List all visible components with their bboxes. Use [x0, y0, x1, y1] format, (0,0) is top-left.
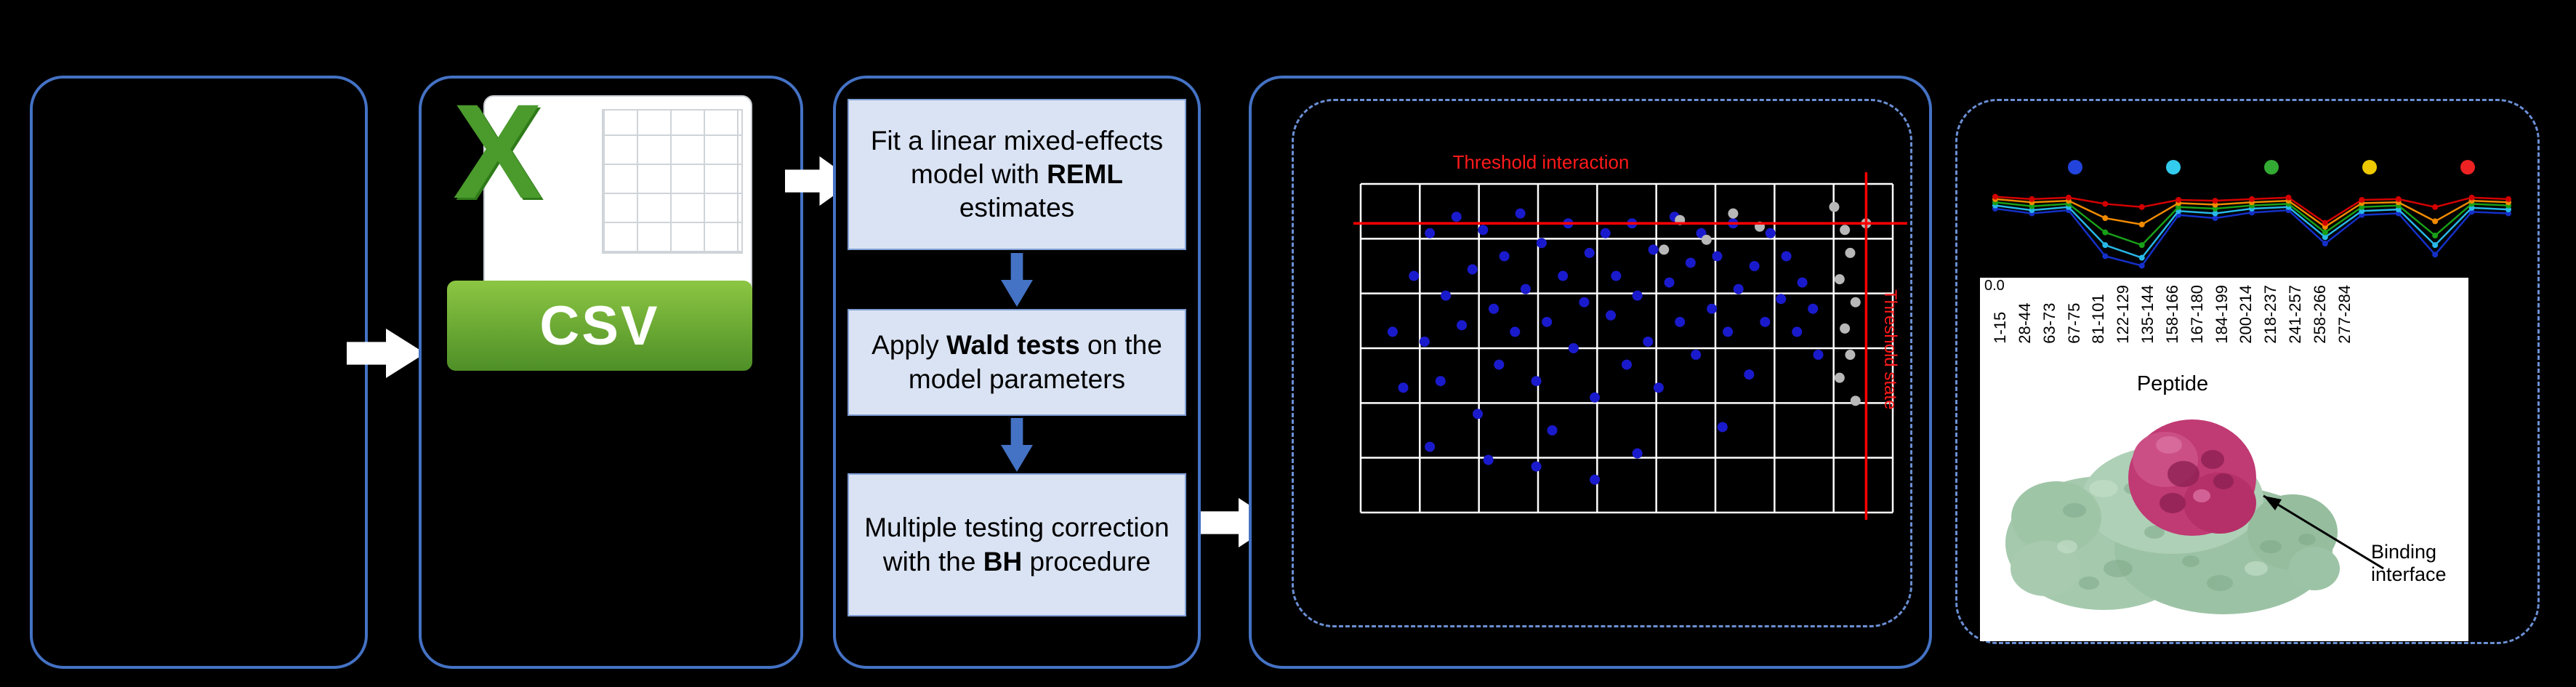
timepoint-dot-icon	[2460, 160, 2475, 174]
uptake-ymin-label: 0.0	[1984, 278, 2005, 294]
uptake-line-chart	[1992, 193, 2511, 269]
interaction-scatter	[1353, 172, 1907, 520]
scatter-threshold-right-label: Threshold state	[1880, 289, 1900, 410]
csv-ribbon: CSV	[447, 281, 752, 371]
peptide-tick-label: 241-257	[2286, 285, 2305, 344]
timepoint-legend	[2068, 160, 2475, 174]
results-dashed-frame	[1292, 99, 1912, 627]
protein-structure	[2005, 419, 2340, 614]
peptide-tick-label: 63-73	[2040, 302, 2058, 344]
step-fit-model: Fit a linear mixed-effects model with RE…	[848, 99, 1186, 250]
peptide-tick-label: 1-15	[1991, 311, 2009, 344]
peptide-tick-label: 277-284	[2335, 285, 2354, 344]
peptide-tick-label: 158-166	[2162, 285, 2181, 344]
scatter-threshold-top-label: Threshold interaction	[1452, 151, 1630, 173]
results-panel	[1249, 76, 1932, 669]
peptide-tick-label: 184-199	[2212, 285, 2231, 344]
peptide-tick-label: 135-144	[2138, 285, 2157, 344]
peptide-tick-row: 1-15 28-44 63-73 67-75 81-101 122-129 135-144 1…	[1991, 285, 2354, 344]
binding-annotation: Binding interface	[2371, 541, 2447, 586]
peptide-tick-label: 122-129	[2114, 285, 2133, 344]
peptide-tick-label: 81-101	[2089, 294, 2108, 344]
peptide-axis-label: Peptide	[2136, 372, 2209, 395]
excel-x-logo: X	[453, 77, 543, 227]
timepoint-dot-icon	[2166, 160, 2181, 174]
timepoint-dot-icon	[2362, 160, 2377, 174]
timepoint-dot-icon	[2264, 160, 2279, 174]
step-wald-tests-label: Apply Wald tests on the model parameters	[872, 330, 1162, 394]
spreadsheet-grid	[602, 108, 744, 254]
peptide-tick-label: 167-180	[2187, 285, 2206, 344]
peptide-dashed-frame	[1955, 99, 2540, 644]
peptide-tick-label: 218-237	[2261, 285, 2280, 344]
input-panel	[30, 76, 368, 669]
step-bh-correction-label: Multiple testing correction with the BH …	[864, 513, 1170, 576]
timepoint-dot-icon	[2068, 160, 2082, 174]
peptide-chart-panel: 0.0 1-15 28-44 63-73 67-75 81-101 122-129 135-…	[1980, 278, 2468, 641]
csv-label: CSV	[539, 294, 660, 357]
peptide-tick-label: 258-266	[2310, 285, 2329, 344]
peptide-tick-label: 200-214	[2237, 285, 2255, 344]
step-wald-tests: Apply Wald tests on the model parameters	[848, 309, 1186, 416]
step-fit-model-label: Fit a linear mixed-effects model with RE…	[870, 125, 1164, 223]
csv-file-icon: X CSV	[447, 85, 752, 374]
peptide-tick-label: 67-75	[2064, 302, 2083, 344]
peptide-tick-label: 28-44	[2015, 302, 2034, 344]
step-bh-correction: Multiple testing correction with the BH …	[848, 473, 1186, 616]
